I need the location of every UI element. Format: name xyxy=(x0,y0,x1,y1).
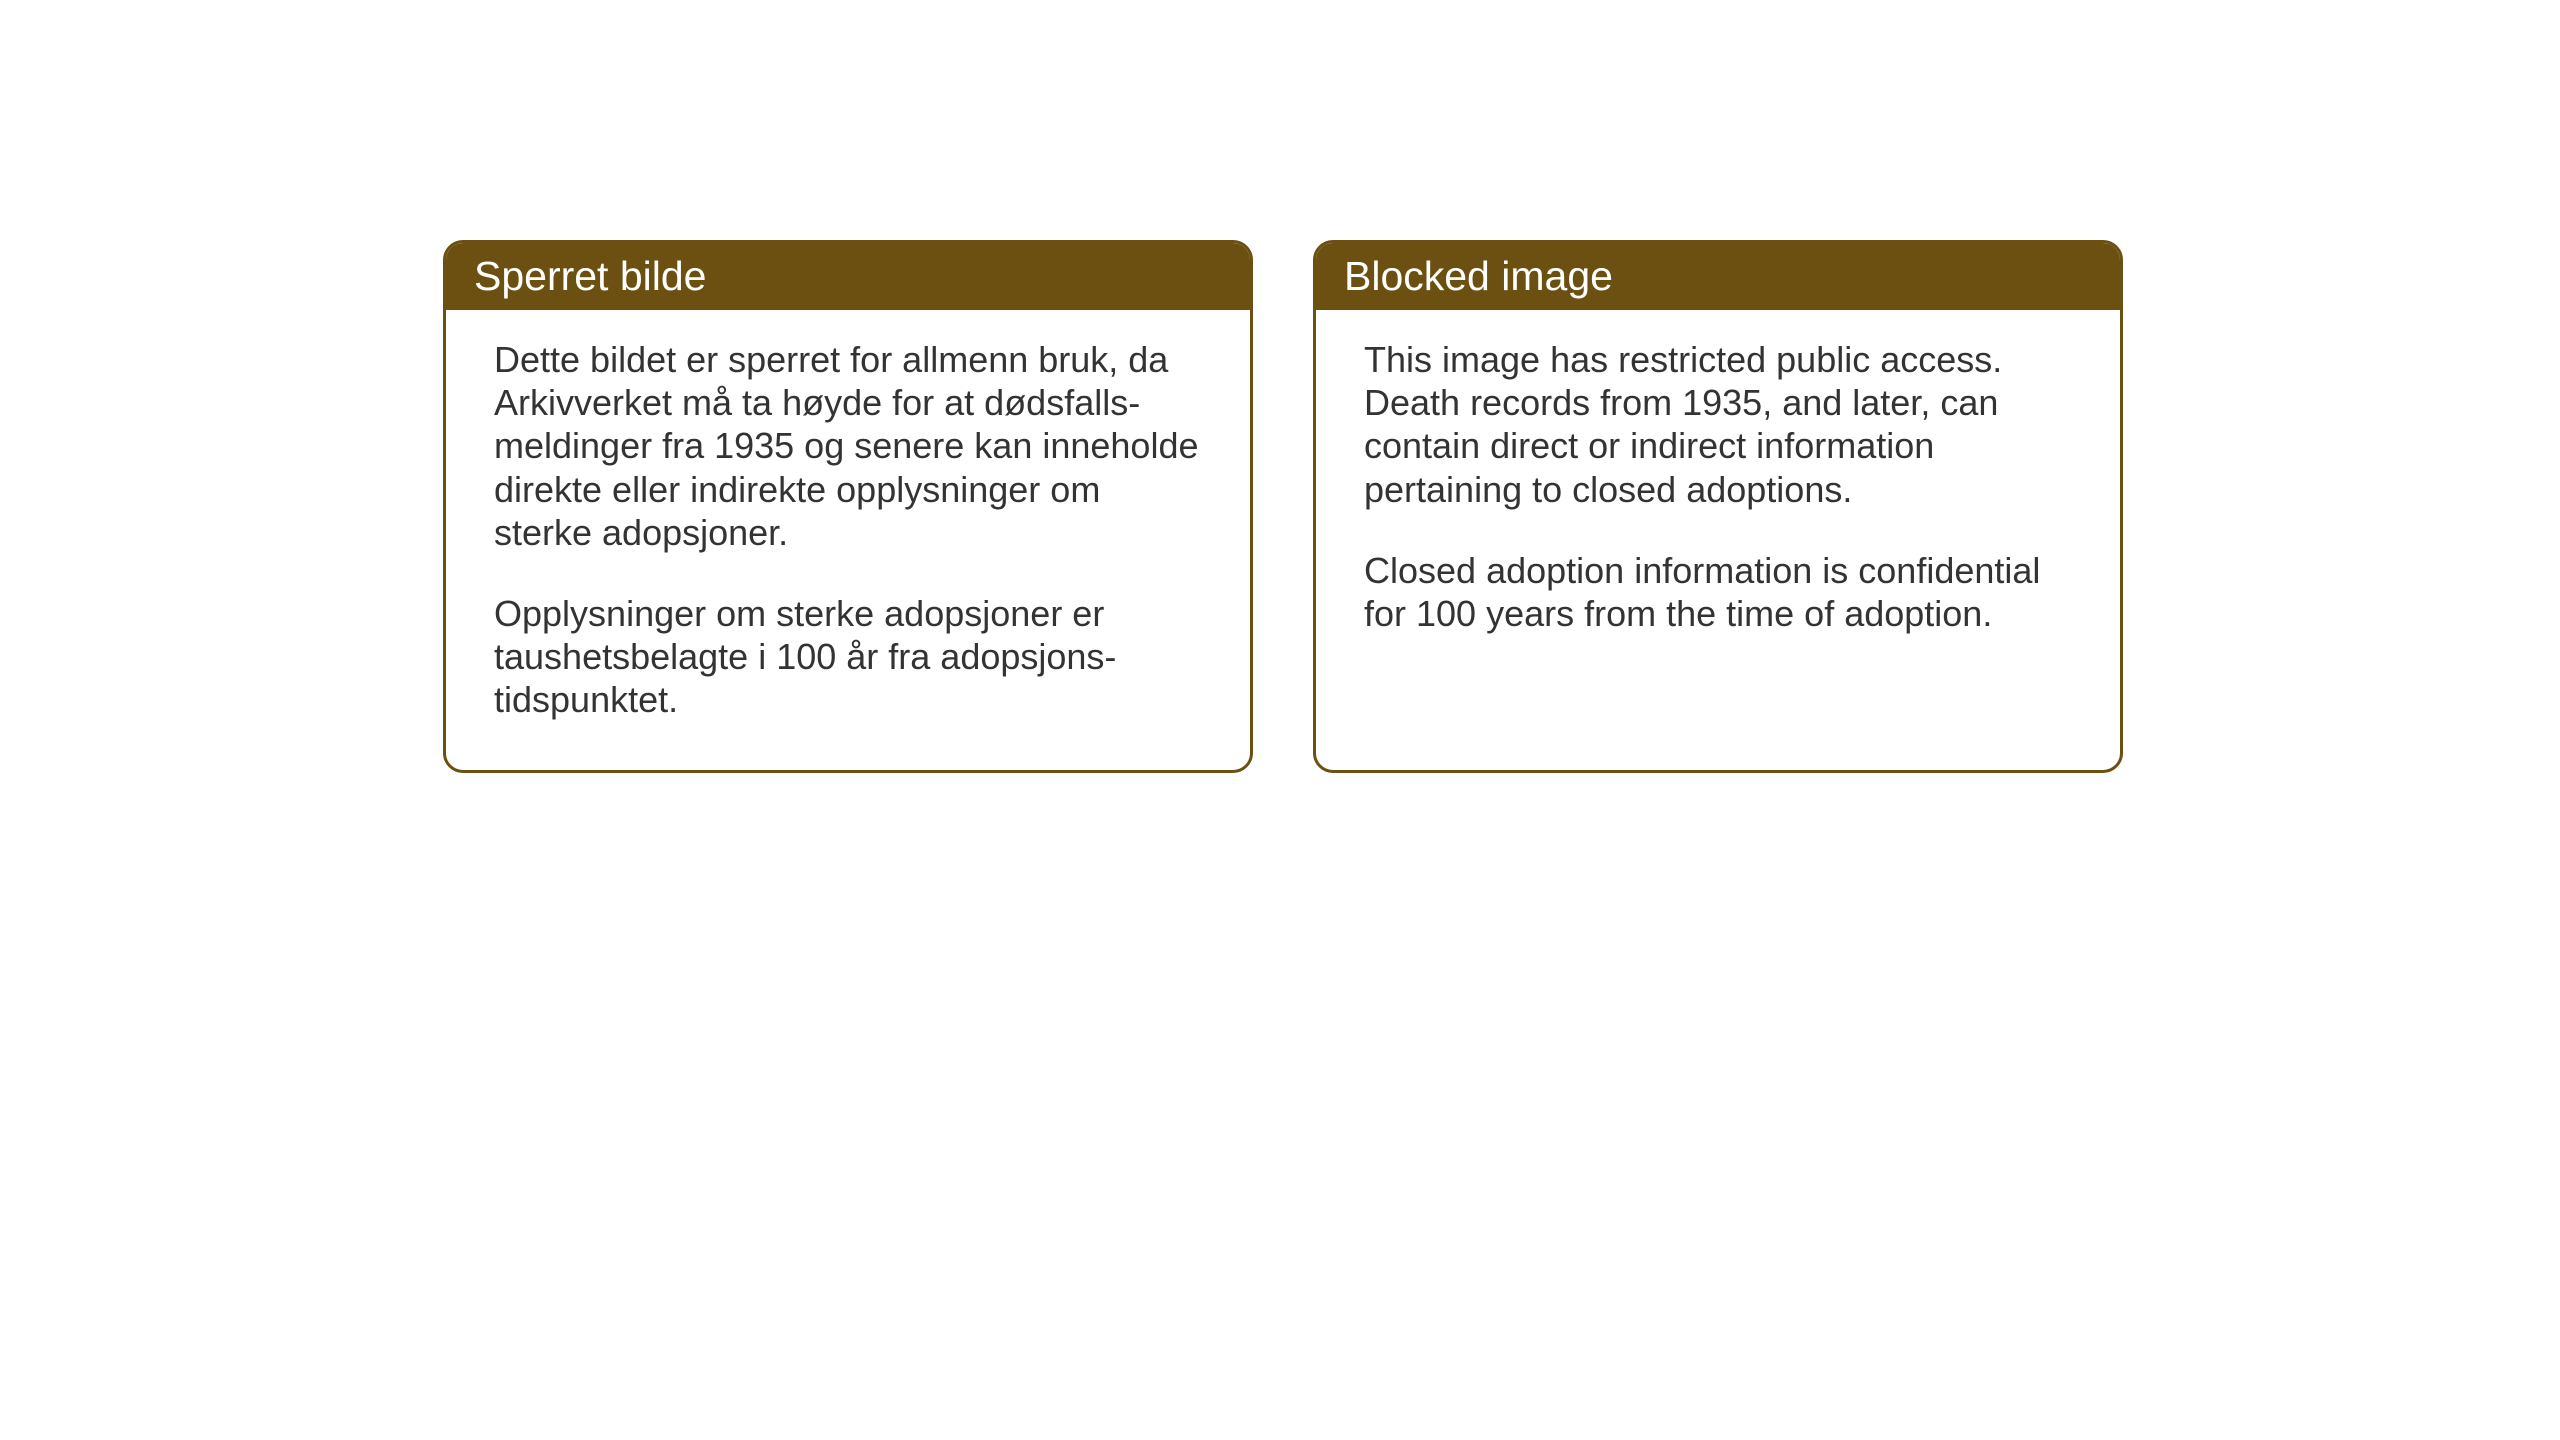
english-card-title: Blocked image xyxy=(1316,243,2120,310)
norwegian-paragraph-1: Dette bildet er sperret for allmenn bruk… xyxy=(494,338,1202,554)
cards-container: Sperret bilde Dette bildet er sperret fo… xyxy=(443,240,2123,773)
english-card-body: This image has restricted public access.… xyxy=(1316,310,2120,730)
norwegian-paragraph-2: Opplysninger om sterke adopsjoner er tau… xyxy=(494,592,1202,722)
norwegian-card-title: Sperret bilde xyxy=(446,243,1250,310)
norwegian-card-body: Dette bildet er sperret for allmenn bruk… xyxy=(446,310,1250,770)
english-paragraph-1: This image has restricted public access.… xyxy=(1364,338,2072,511)
english-notice-card: Blocked image This image has restricted … xyxy=(1313,240,2123,773)
english-paragraph-2: Closed adoption information is confident… xyxy=(1364,549,2072,635)
norwegian-notice-card: Sperret bilde Dette bildet er sperret fo… xyxy=(443,240,1253,773)
